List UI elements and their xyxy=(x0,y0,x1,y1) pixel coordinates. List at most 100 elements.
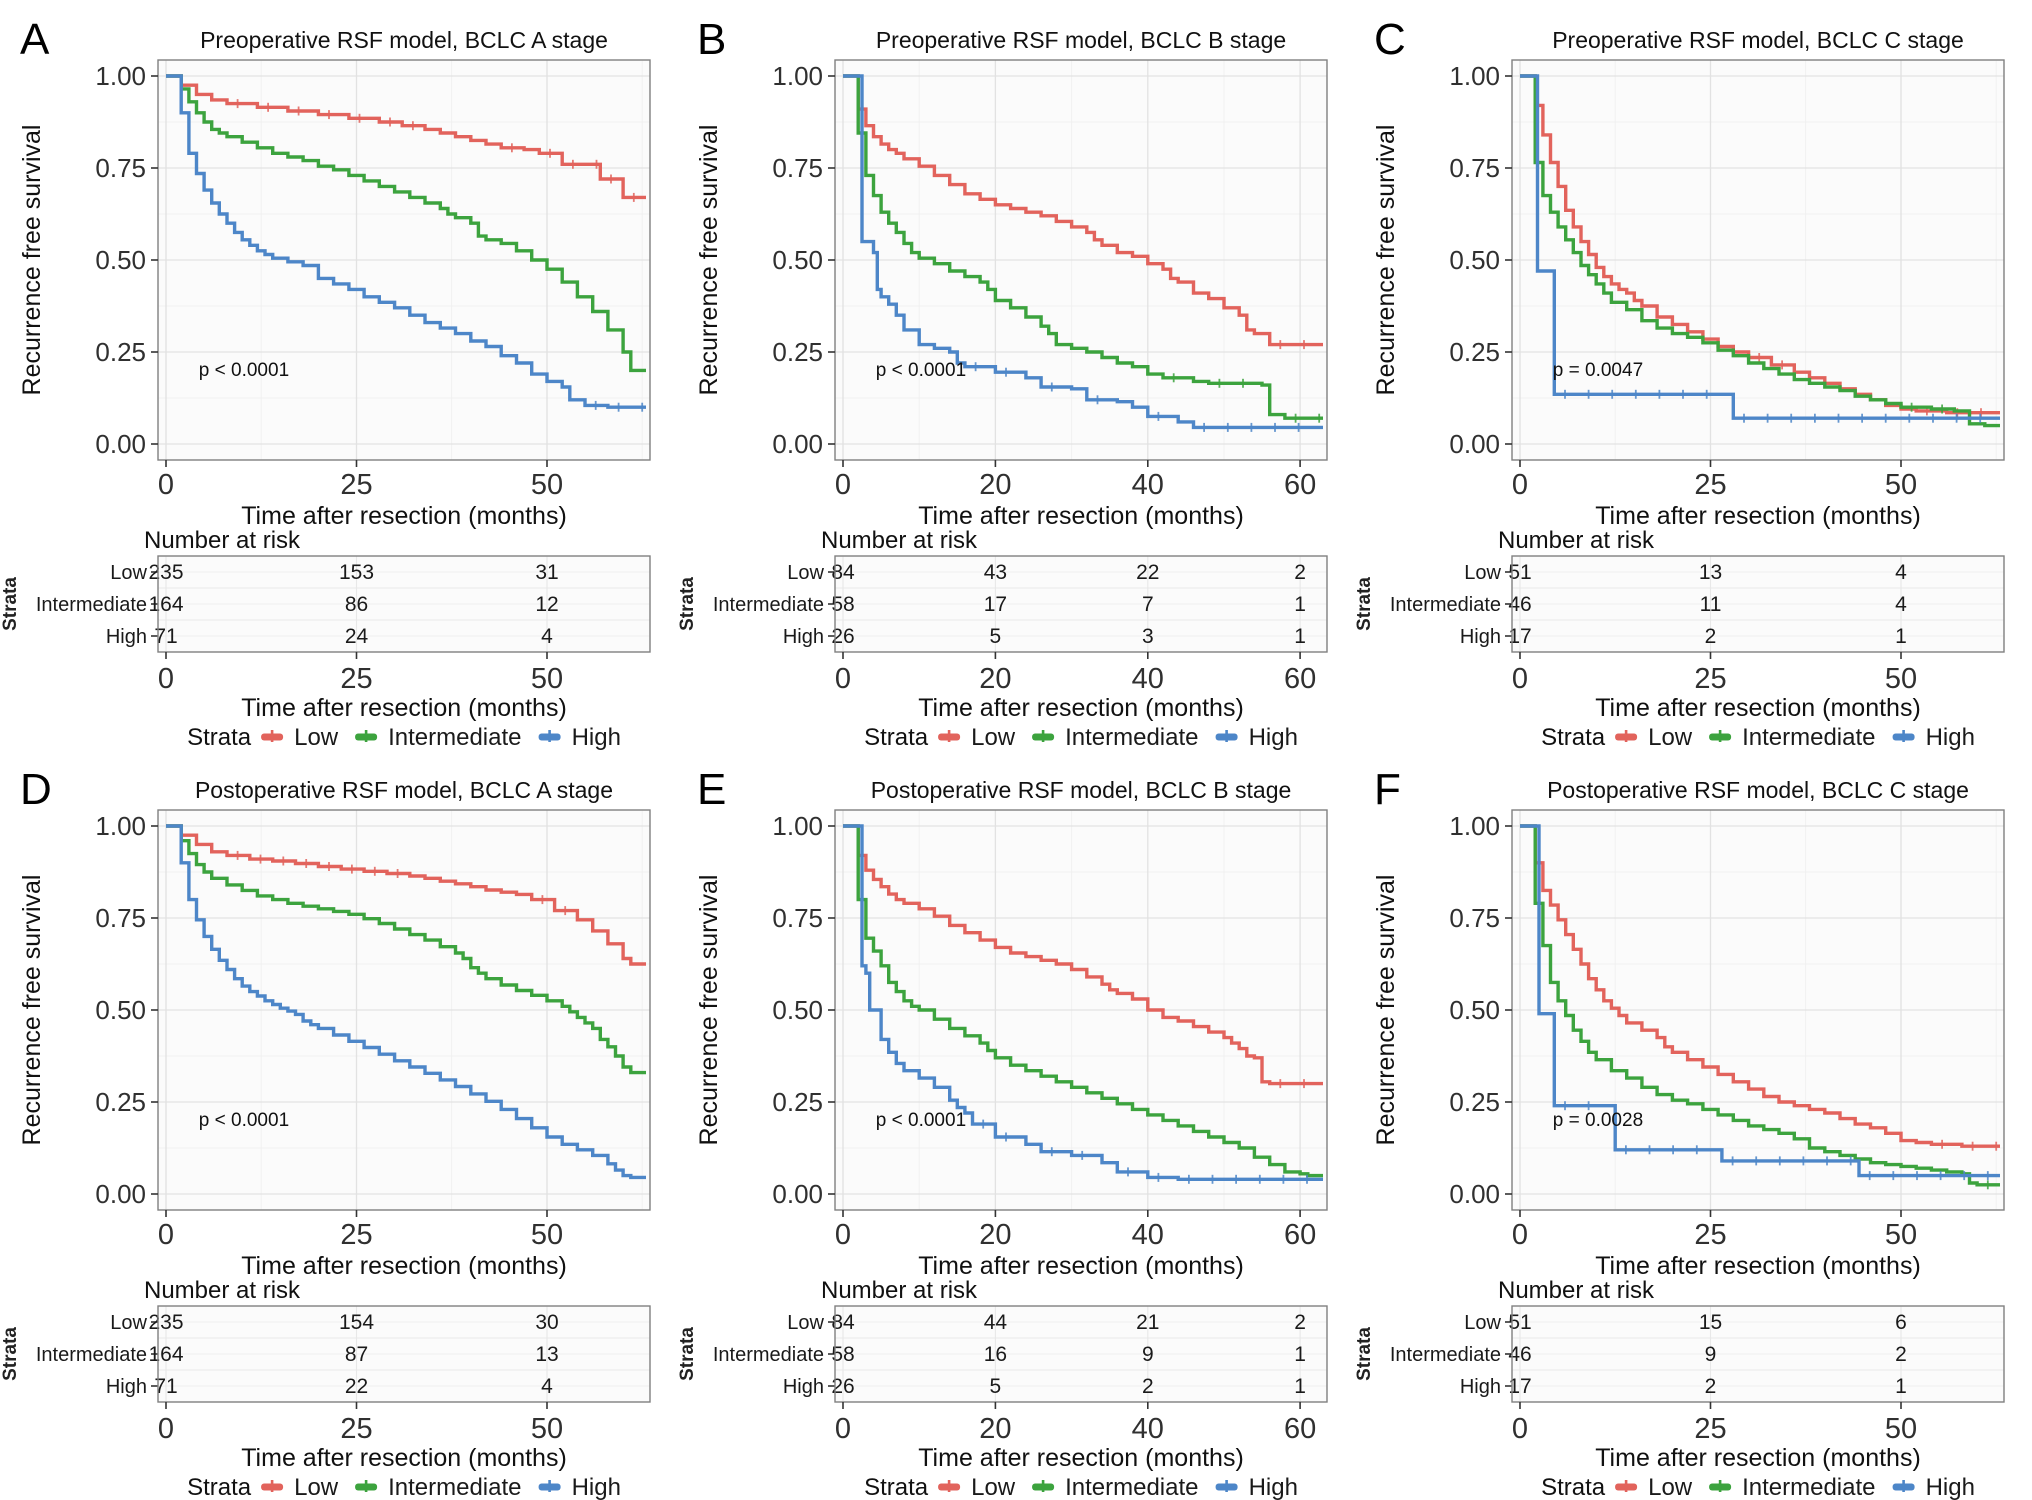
km-panel: C Preoperative RSF model, BCLC C stage p… xyxy=(1354,0,2031,750)
p-value-label: p < 0.0001 xyxy=(199,360,289,381)
km-curve-high xyxy=(1520,74,2000,420)
risk-count: 84 xyxy=(831,561,855,584)
risk-x-tick-label: 40 xyxy=(1132,663,1164,695)
x-tick-label: 25 xyxy=(1694,469,1726,501)
legend-label-high: High xyxy=(572,1474,621,1500)
y-tick-label: 0.75 xyxy=(1449,153,1500,183)
risk-x-tick-label: 20 xyxy=(979,663,1011,695)
x-tick-label: 25 xyxy=(340,469,372,501)
risk-row-label: Low xyxy=(1464,1312,1501,1334)
risk-count: 31 xyxy=(535,561,558,584)
y-tick-label: 1.00 xyxy=(772,61,823,91)
risk-count: 46 xyxy=(1508,1343,1531,1366)
risk-x-tick-label: 50 xyxy=(1885,1413,1917,1445)
survival-curves xyxy=(1520,74,2000,428)
risk-count: 17 xyxy=(1508,625,1531,648)
legend-title: Strata xyxy=(1541,724,1606,750)
strata-legend: Strata Low Intermediate High xyxy=(187,724,621,750)
km-curve-high xyxy=(843,74,1323,430)
survival-curves xyxy=(1520,824,2000,1190)
x-tick-label: 0 xyxy=(835,1219,851,1251)
strata-legend: Strata Low Intermediate High xyxy=(1541,1474,1975,1500)
risk-count: 1 xyxy=(1294,625,1306,648)
panel-title: Postoperative RSF model, BCLC C stage xyxy=(1547,777,1969,803)
risk-row-label: High xyxy=(1460,626,1501,648)
y-tick-label: 0.75 xyxy=(772,153,823,183)
risk-count: 2 xyxy=(1705,1375,1717,1398)
y-tick-label: 0.50 xyxy=(95,245,146,275)
panel-title: Preoperative RSF model, BCLC C stage xyxy=(1552,27,1964,53)
legend-title: Strata xyxy=(187,1474,252,1500)
x-axis-title: Time after resection (months) xyxy=(1595,1252,1921,1280)
km-curve-high xyxy=(166,824,646,1180)
y-tick-label: 0.50 xyxy=(1449,245,1500,275)
risk-row-label: High xyxy=(1460,1376,1501,1398)
legend-title: Strata xyxy=(187,724,252,750)
survival-curves xyxy=(166,74,646,412)
x-tick-label: 0 xyxy=(158,469,174,501)
x-tick-label: 0 xyxy=(835,469,851,501)
risk-count: 2 xyxy=(1294,561,1306,584)
km-panel: A Preoperative RSF model, BCLC A stage p… xyxy=(0,0,677,750)
x-axis-title-risk: Time after resection (months) xyxy=(1595,694,1921,722)
risk-count: 22 xyxy=(1136,561,1159,584)
y-axis: 1.00 0.75 0.50 0.25 0.00 xyxy=(772,61,835,459)
risk-values: Low 51 15 6 Intermediate 46 9 2 High 17 2 1 xyxy=(1390,1311,1907,1398)
legend-label-high: High xyxy=(1926,724,1975,750)
risk-row-label: High xyxy=(106,1376,147,1398)
risk-count: 235 xyxy=(148,1311,183,1334)
km-curve-intermediate xyxy=(166,824,646,1075)
p-value-label: p = 0.0047 xyxy=(1553,360,1643,381)
risk-count: 6 xyxy=(1895,1311,1907,1334)
x-axis: 0 25 50 xyxy=(1512,1210,1917,1251)
risk-x-tick-label: 0 xyxy=(1512,663,1528,695)
y-tick-label: 0.00 xyxy=(772,1179,823,1209)
risk-x-axis: 0 20 40 60 xyxy=(835,1402,1316,1445)
km-curve-low xyxy=(1520,824,2000,1148)
risk-table: Low 51 13 4 Intermediate 46 11 4 High 17 2 1 xyxy=(1390,555,2005,653)
y-axis: 1.00 0.75 0.50 0.25 0.00 xyxy=(1449,61,1512,459)
risk-table-title: Number at risk xyxy=(1498,1277,1655,1304)
y-axis-title: Recurrence free survival xyxy=(695,125,723,396)
x-tick-label: 60 xyxy=(1284,1219,1316,1251)
plot: p < 0.0001 xyxy=(834,809,1328,1211)
risk-gridlines xyxy=(835,1306,1327,1402)
risk-x-tick-label: 0 xyxy=(835,663,851,695)
survival-curves xyxy=(166,824,646,1180)
y-tick-label: 0.25 xyxy=(1449,337,1500,367)
y-tick-label: 0.50 xyxy=(772,995,823,1025)
y-tick-label: 0.75 xyxy=(95,153,146,183)
y-tick-label: 0.00 xyxy=(95,1179,146,1209)
y-tick-label: 1.00 xyxy=(95,811,146,841)
x-axis-title-risk: Time after resection (months) xyxy=(241,1444,567,1472)
p-value-label: p < 0.0001 xyxy=(876,1110,966,1131)
legend-label-low: Low xyxy=(971,1474,1016,1500)
risk-count: 84 xyxy=(831,1311,855,1334)
risk-row-label: High xyxy=(783,626,824,648)
risk-row-label: Intermediate xyxy=(1390,594,1501,616)
risk-row-label: Intermediate xyxy=(36,594,147,616)
strata-axis-label: Strata xyxy=(1354,577,1375,631)
risk-values: Low 235 154 30 Intermediate 164 87 13 High 71 22 4 xyxy=(36,1311,559,1398)
risk-count: 4 xyxy=(541,1375,553,1398)
risk-table-title: Number at risk xyxy=(144,527,301,554)
plot: p = 0.0028 xyxy=(1511,809,2005,1211)
km-curve-intermediate xyxy=(1520,824,2000,1187)
y-axis: 1.00 0.75 0.50 0.25 0.00 xyxy=(95,61,158,459)
risk-x-tick-label: 50 xyxy=(1885,663,1917,695)
risk-count: 30 xyxy=(535,1311,558,1334)
p-value-label: p < 0.0001 xyxy=(199,1110,289,1131)
km-curve-high xyxy=(1520,824,2000,1178)
y-tick-label: 0.75 xyxy=(95,903,146,933)
risk-table-border xyxy=(157,555,651,653)
legend-title: Strata xyxy=(1541,1474,1606,1500)
legend-label-intermediate: Intermediate xyxy=(1742,724,1875,750)
risk-table-border xyxy=(157,1305,651,1403)
risk-row-label: Low xyxy=(787,1312,824,1334)
km-curve-low xyxy=(843,74,1323,347)
risk-x-axis: 0 25 50 xyxy=(1512,652,1917,695)
risk-count: 12 xyxy=(535,593,558,616)
x-tick-label: 50 xyxy=(531,469,563,501)
x-tick-label: 40 xyxy=(1132,469,1164,501)
risk-count: 1 xyxy=(1294,593,1306,616)
